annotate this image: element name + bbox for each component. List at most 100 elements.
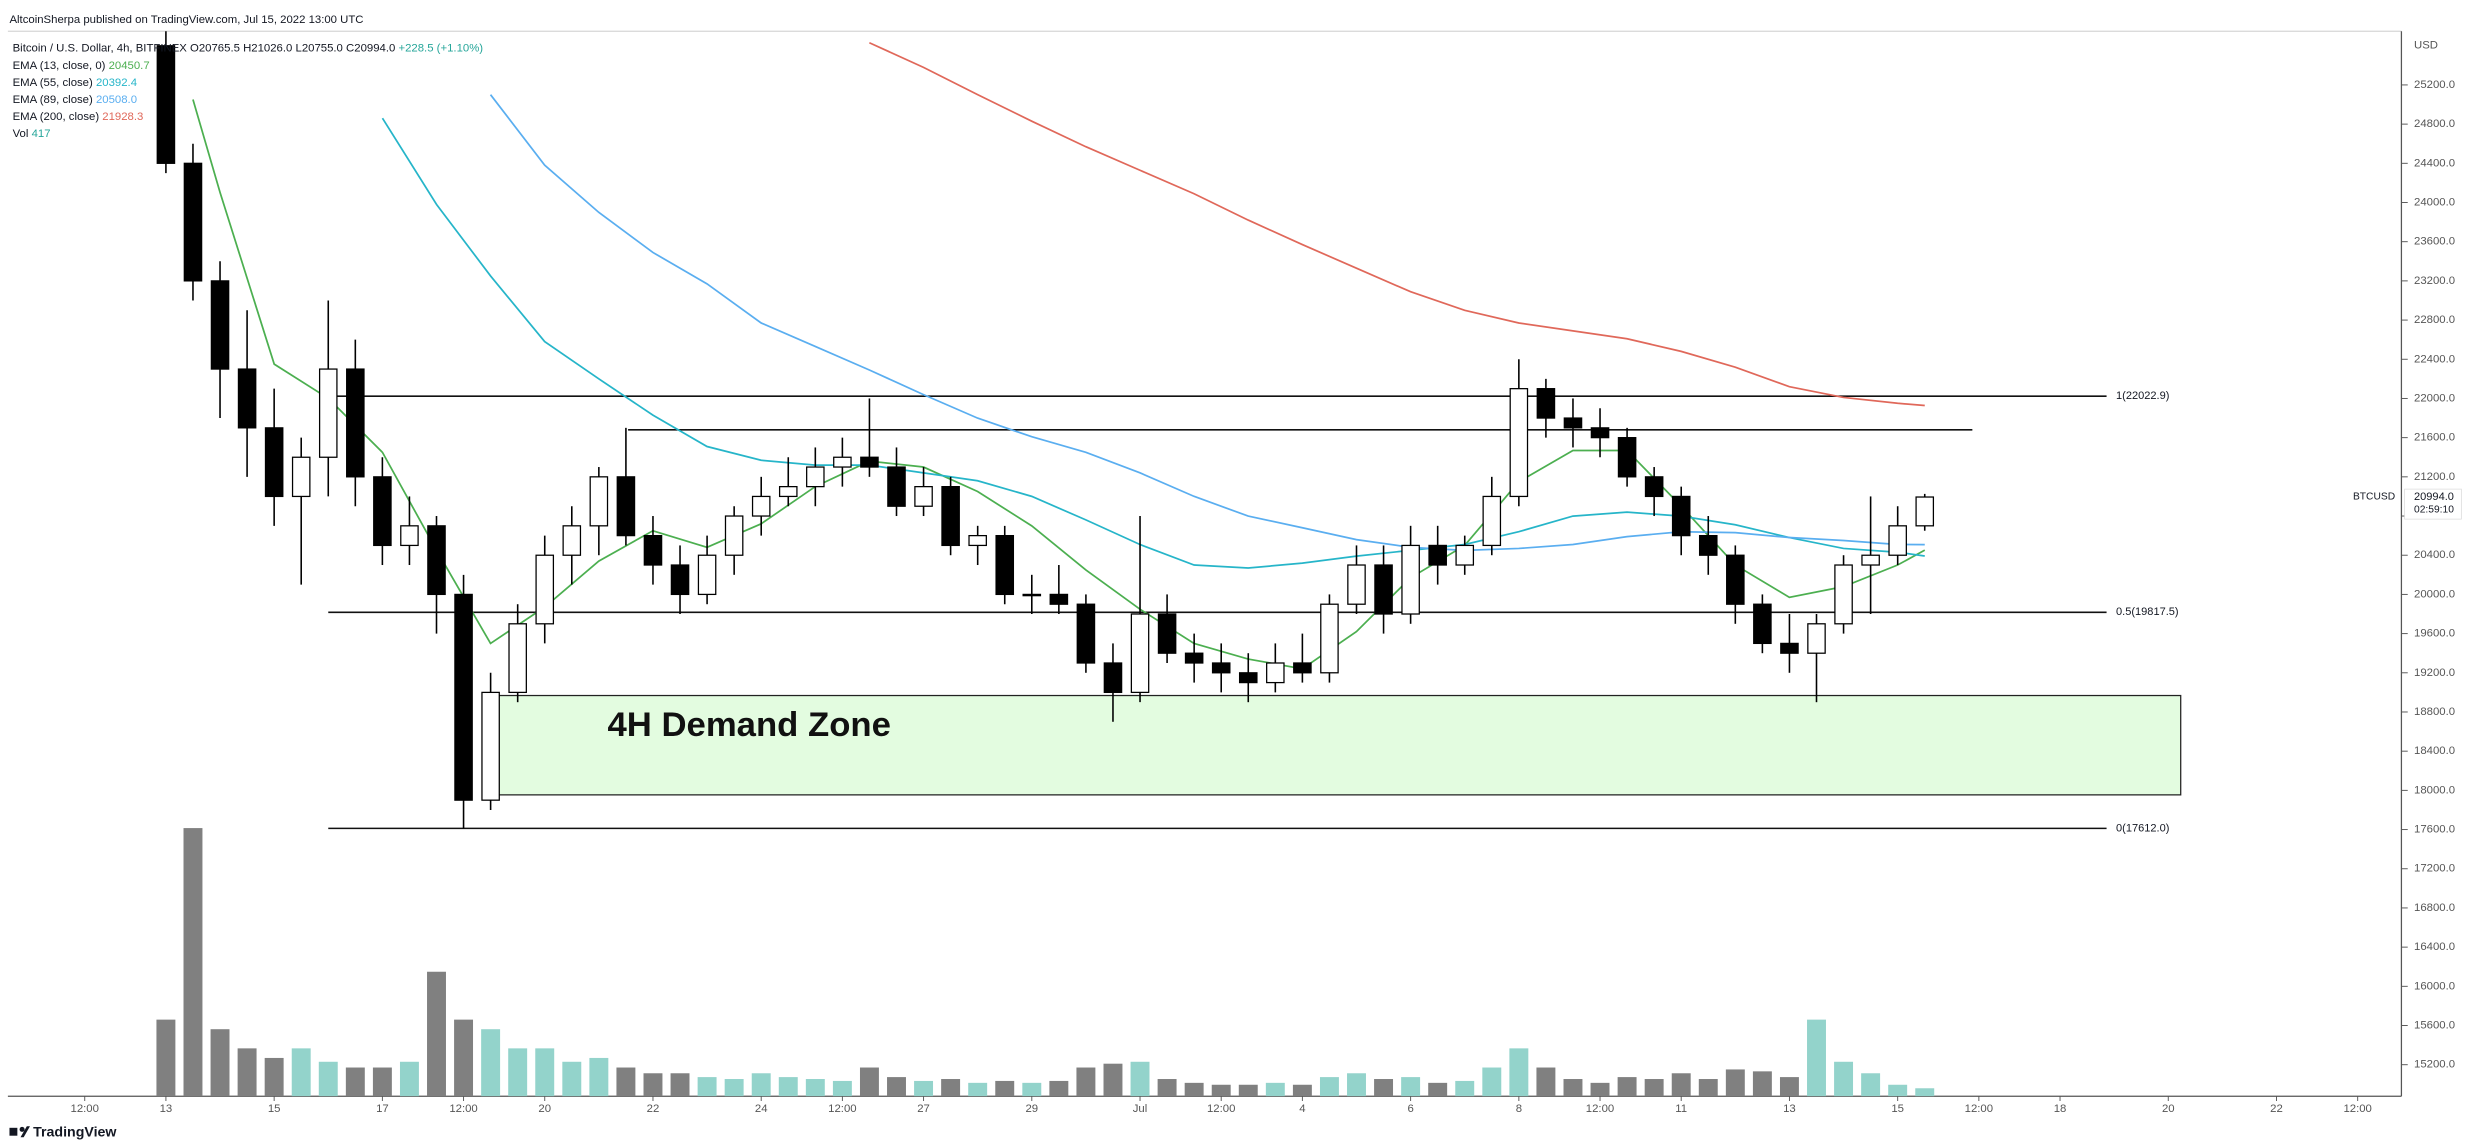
x-tick-label: 22 [2270, 1103, 2283, 1115]
y-tick-label: 21600.0 [2414, 432, 2455, 444]
y-tick-label: 24400.0 [2414, 157, 2455, 169]
candle-body [833, 456, 852, 468]
y-tick-label: 15200.0 [2414, 1059, 2455, 1071]
legend-value: 417 [32, 128, 51, 140]
symbol: Bitcoin / U.S. Dollar, 4h, BITFINEX [13, 43, 188, 55]
volume-bar [1617, 1077, 1637, 1097]
volume-bar [859, 1067, 879, 1097]
volume-bar [1347, 1073, 1366, 1097]
candle-body [1617, 437, 1637, 478]
volume-bar [1590, 1082, 1610, 1097]
ema-line [869, 41, 1925, 407]
candle-body [1401, 544, 1420, 615]
y-tick-label: 19200.0 [2414, 667, 2455, 679]
legend-name: EMA (89, close) [13, 94, 93, 106]
candle-body [589, 476, 609, 527]
candle-body [1347, 564, 1366, 605]
x-tick-label: 22 [647, 1103, 660, 1115]
volume-bar [345, 1067, 365, 1097]
volume-bar [1157, 1079, 1177, 1097]
legend-row: Vol 417 [13, 128, 51, 140]
candle-body [210, 280, 230, 370]
volume-bar [887, 1077, 906, 1097]
x-tick-label: 12:00 [71, 1103, 99, 1115]
y-tick-label: 20400.0 [2414, 549, 2455, 561]
x-tick-label: 12:00 [1586, 1103, 1614, 1115]
candle-body [697, 554, 717, 596]
x-tick-label: 18 [2054, 1103, 2067, 1115]
y-tick-label: 16800.0 [2414, 902, 2455, 914]
volume-bar [1184, 1082, 1204, 1097]
candle-body [562, 525, 582, 556]
candle-body [1374, 564, 1393, 615]
y-tick-label: 24000.0 [2414, 196, 2455, 208]
y-tick-label: 23200.0 [2414, 275, 2455, 287]
y-tick-label: 20000.0 [2414, 588, 2455, 600]
ohlc-value: O20765.5 [190, 43, 240, 55]
y-tick-label: 21200.0 [2414, 471, 2455, 483]
footer: TradingView [33, 1124, 117, 1140]
volume-bar [1671, 1073, 1691, 1097]
y-tick-label: 22000.0 [2414, 392, 2455, 404]
candle-body [778, 486, 798, 498]
candle-body [1076, 603, 1096, 664]
candle-body [1726, 554, 1745, 605]
candle-body [1753, 603, 1772, 645]
tag-countdown: 02:59:10 [2414, 504, 2454, 515]
y-tick-label: 23600.0 [2414, 236, 2455, 248]
tag-price: 20994.0 [2414, 491, 2454, 503]
plot: 4H Demand Zone [156, 31, 2182, 1097]
legend-value: 20392.4 [96, 77, 137, 89]
candle-body [941, 486, 960, 547]
volume-bar [237, 1048, 257, 1097]
x-tick-label: 12:00 [1207, 1103, 1235, 1115]
candle-body [616, 476, 636, 537]
candle-body [427, 525, 446, 596]
volume-bar [481, 1029, 501, 1097]
candle-body [1157, 613, 1177, 654]
x-tick-label: 13 [160, 1103, 173, 1115]
legend-value: 20450.7 [109, 60, 150, 72]
currency: USD [2414, 39, 2438, 51]
volume-bar [1076, 1067, 1096, 1097]
candle-body [1428, 544, 1447, 566]
volume-bar [1644, 1079, 1664, 1097]
change: +228.5 (+1.10%) [398, 43, 483, 55]
zone-label: 4H Demand Zone [607, 706, 890, 744]
volume-bar [264, 1057, 284, 1097]
candle-body [1293, 662, 1312, 674]
volume-bar [1509, 1048, 1529, 1097]
candle-body [1698, 534, 1718, 556]
price-tag-box [2404, 488, 2462, 520]
volume-bar [427, 971, 446, 1097]
candle-body [291, 456, 311, 498]
x-tick-label: 12:00 [449, 1103, 477, 1115]
y-tick-label: 18800.0 [2414, 706, 2455, 718]
volume-bar [372, 1067, 392, 1097]
candle-body [1590, 427, 1610, 439]
candle-body [1130, 613, 1150, 694]
x-tick-label: 27 [917, 1103, 930, 1115]
tag-symbol: BTCUSD [2353, 492, 2395, 503]
candle-body [724, 515, 744, 556]
volume-bar [778, 1077, 798, 1097]
volume-bar [914, 1080, 934, 1097]
candle-body [968, 534, 987, 547]
candle-body [670, 564, 690, 596]
candle-body [454, 593, 473, 801]
x-tick-label: 12:00 [1965, 1103, 1993, 1115]
volume-bar [210, 1029, 230, 1097]
candle-body [1320, 603, 1339, 674]
legend-value: 20508.0 [96, 94, 137, 106]
x-tick-label: 29 [1025, 1103, 1038, 1115]
volume-bar [1238, 1084, 1258, 1097]
ohlc-value: C20994.0 [346, 43, 395, 55]
legend-value: 21928.3 [102, 111, 143, 123]
candle-body [1455, 544, 1475, 566]
candle-body [806, 466, 825, 488]
candle-body [1022, 593, 1042, 597]
volume-bar [1455, 1080, 1475, 1097]
y-tick-label: 18400.0 [2414, 745, 2455, 757]
